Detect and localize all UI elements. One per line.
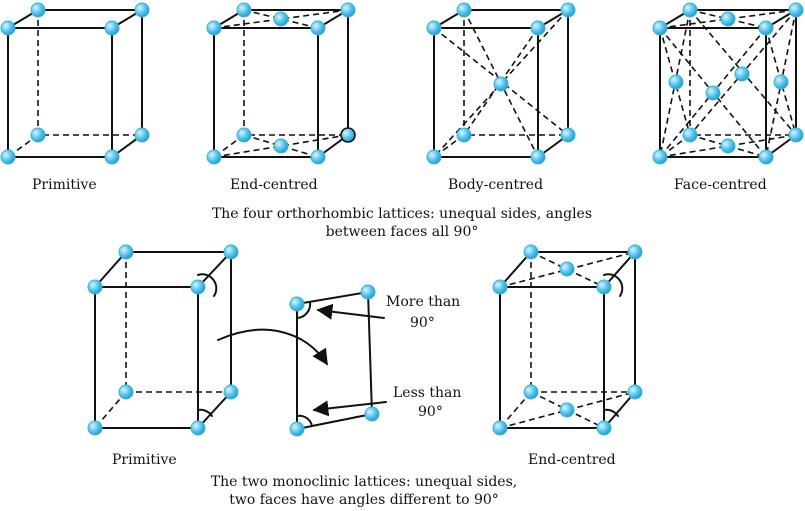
ortho-label-body-centred: Body-centred: [448, 177, 543, 193]
ortho-label-face-centred: Face-centred: [674, 177, 767, 193]
mono-end-centred-cell: [492, 244, 643, 436]
ortho-caption-line1: The four orthorhombic lattices: unequal …: [212, 206, 592, 222]
mono-primitive-cell: [87, 244, 239, 436]
mono-label-primitive: Primitive: [112, 452, 177, 468]
mono-label-end-centred: End-centred: [528, 452, 616, 468]
ortho-primitive-cell: [0, 2, 150, 165]
angle-label-bottom-line1: Less than: [393, 385, 461, 401]
ortho-body-centred-cell: [426, 2, 576, 165]
mono-face-detail: [289, 284, 380, 437]
angle-label-top-line1: More than: [386, 294, 460, 310]
pointer-arrow-bottom: [312, 400, 387, 417]
ortho-label-end-centred: End-centred: [230, 177, 318, 193]
curved-arrow: [217, 328, 328, 366]
pointer-arrow-top: [316, 303, 385, 320]
ortho-label-primitive: Primitive: [32, 177, 97, 193]
mono-caption-line2: two faces have angles different to 90°: [229, 492, 499, 508]
mono-caption-line1: The two monoclinic lattices: unequal sid…: [211, 474, 517, 490]
angle-label-bottom-line2: 90°: [418, 404, 443, 420]
ortho-face-centred-cell: [652, 2, 804, 165]
ortho-caption-line2: between faces all 90°: [326, 224, 479, 240]
ortho-end-centred-cell: [206, 2, 356, 165]
angle-label-top-line2: 90°: [410, 315, 435, 331]
